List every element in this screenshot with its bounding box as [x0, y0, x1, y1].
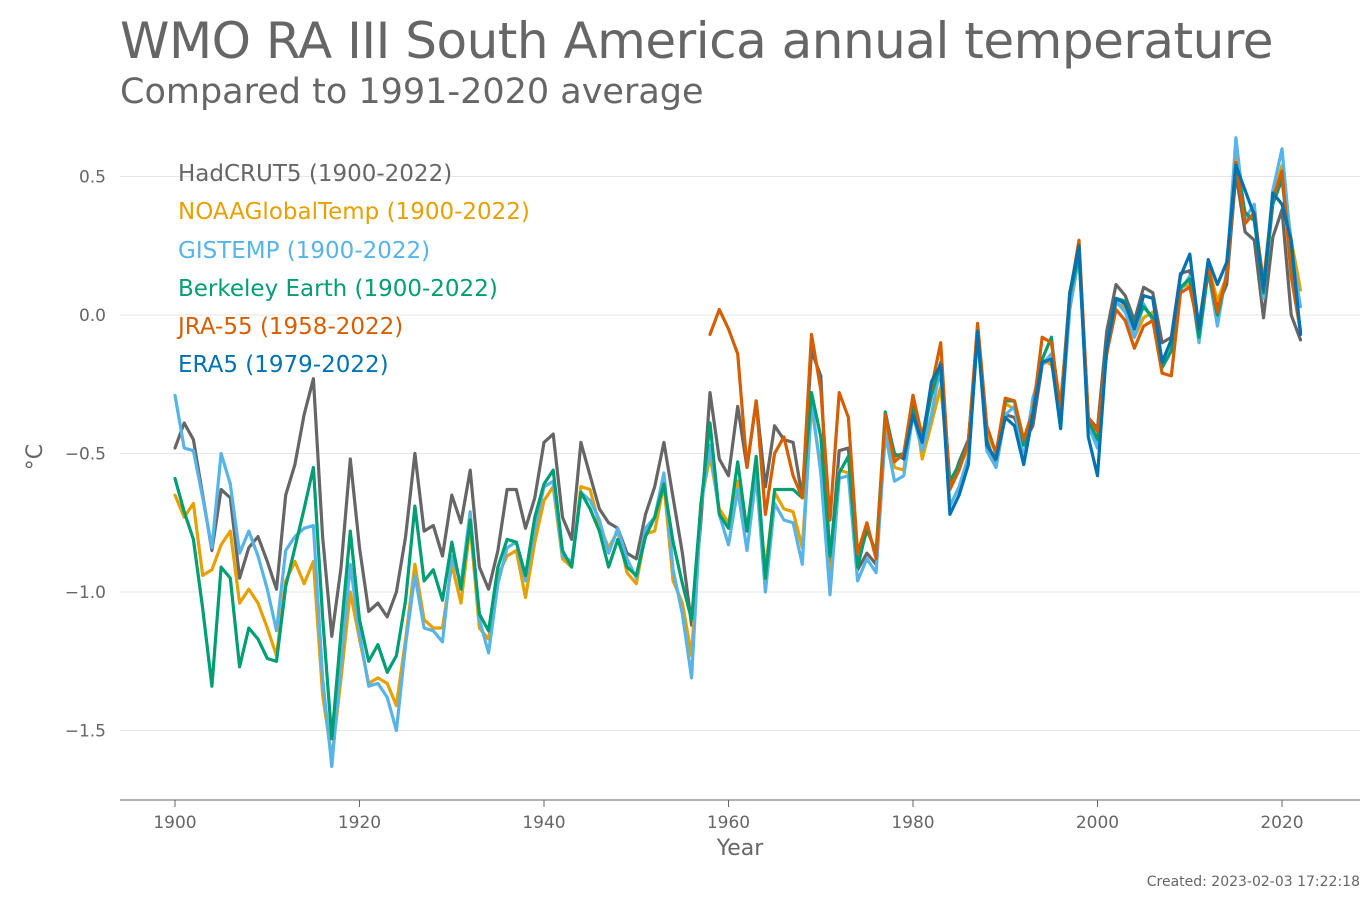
y-tick-label: −1.0 — [65, 583, 106, 603]
created-timestamp: Created: 2023-02-03 17:22:18 — [1146, 874, 1360, 890]
x-tick-label: 1960 — [707, 813, 750, 833]
series-line-6 — [902, 163, 1303, 517]
x-tick-label: 1940 — [522, 813, 565, 833]
x-axis-label: Year — [716, 836, 765, 861]
chart-title: WMO RA III South America annual temperat… — [120, 12, 1274, 70]
legend-entry: JRA-55 (1958-2022) — [178, 314, 404, 341]
legend-entry: GISTEMP (1900-2022) — [178, 237, 431, 264]
y-tick-label: 0.0 — [79, 306, 106, 326]
x-tick-label: 1900 — [153, 813, 196, 833]
series-lines — [173, 136, 1303, 769]
y-tick-label: −0.5 — [65, 445, 106, 465]
y-tick-label: 0.5 — [79, 168, 106, 188]
chart-subtitle: Compared to 1991-2020 average — [120, 72, 704, 112]
y-tick-labels: 0.5 0.0 −0.5 −1.0 −1.5 — [65, 168, 106, 742]
x-tick-label: 2020 — [1260, 813, 1303, 833]
x-axis: 1900 1920 1940 1960 1980 2000 2020 — [120, 799, 1360, 833]
x-tick-label: 2000 — [1076, 813, 1119, 833]
x-tick-label: 1980 — [891, 813, 934, 833]
series-line-5 — [708, 161, 1303, 561]
legend-entry: HadCRUT5 (1900-2022) — [178, 161, 453, 187]
legend-entry: NOAAGlobalTemp (1900-2022) — [178, 199, 530, 226]
y-tick-label: −1.5 — [65, 722, 106, 742]
series-line-1 — [173, 172, 1303, 638]
legend: HadCRUT5 (1900-2022) NOAAGlobalTemp (1900… — [178, 155, 530, 385]
y-axis-label: °C — [23, 444, 48, 470]
legend-entry: Berkeley Earth (1900-2022) — [178, 275, 498, 302]
legend-entry: ERA5 (1979-2022) — [178, 352, 389, 379]
x-tick-label: 1920 — [338, 813, 381, 833]
